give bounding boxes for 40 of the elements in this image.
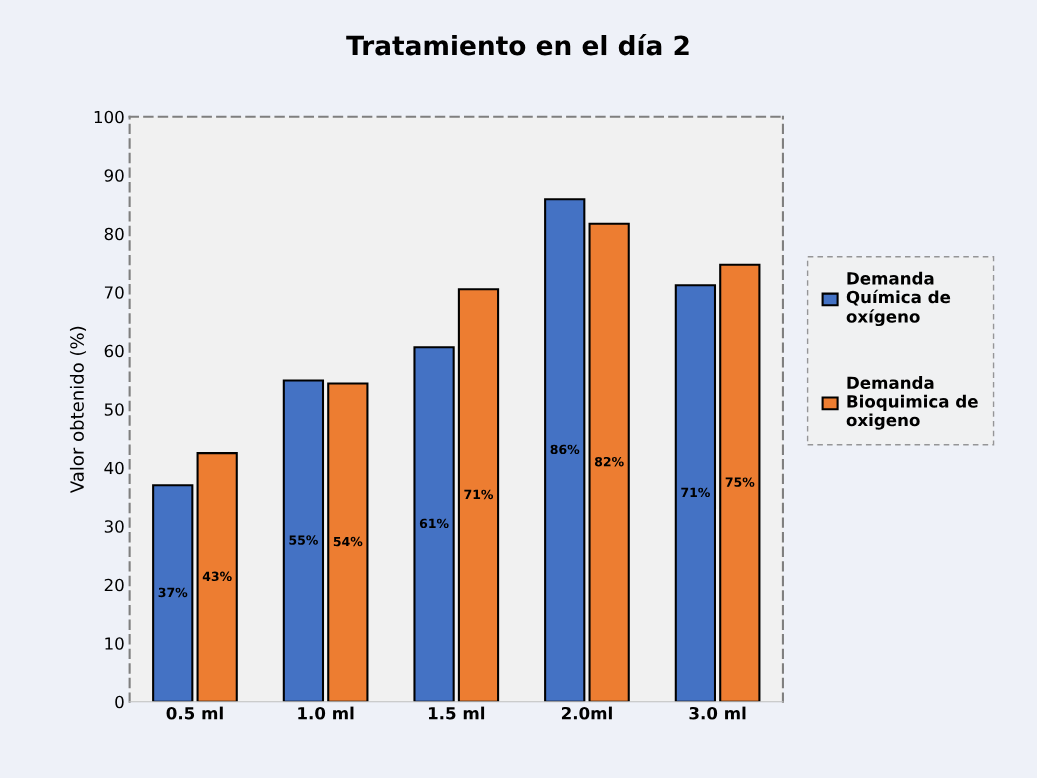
bar bbox=[282, 379, 325, 702]
y-tick-label: 80 bbox=[104, 227, 124, 241]
y-tick-label: 70 bbox=[104, 286, 124, 299]
bar bbox=[544, 198, 586, 702]
y-tick-label: 90 bbox=[104, 169, 124, 182]
x-tick-label: 0.5 ml bbox=[166, 706, 223, 720]
y-tick-label: 0 bbox=[115, 695, 124, 709]
data-label: 43% bbox=[202, 571, 232, 582]
y-tick-label: 40 bbox=[104, 461, 124, 475]
y-tick-label: 10 bbox=[105, 637, 124, 650]
data-label: 37% bbox=[158, 587, 188, 598]
x-tick-label: 3.0 ml bbox=[689, 706, 746, 720]
y-tick-label: 60 bbox=[104, 344, 124, 358]
x-tick-label: 1.5 ml bbox=[428, 706, 485, 720]
bar bbox=[674, 284, 717, 702]
y-axis-title: Valor obtenido (%) bbox=[69, 326, 87, 494]
data-label: 54% bbox=[333, 536, 363, 547]
x-tick-label: 2.0ml bbox=[561, 706, 612, 720]
data-label: 71% bbox=[681, 487, 710, 498]
bar bbox=[588, 222, 630, 702]
x-tick-label: 1.0 ml bbox=[298, 706, 354, 720]
data-label: 61% bbox=[419, 518, 449, 529]
bar bbox=[457, 288, 500, 702]
data-label: 86% bbox=[550, 444, 580, 455]
data-label: 82% bbox=[594, 456, 624, 467]
bar bbox=[327, 382, 369, 702]
bar bbox=[196, 452, 238, 702]
y-tick-label: 100 bbox=[94, 110, 124, 124]
data-label: 55% bbox=[289, 535, 318, 545]
y-tick-label: 50 bbox=[104, 403, 124, 416]
bar bbox=[152, 484, 194, 702]
data-label: 71% bbox=[464, 489, 494, 500]
chart-title: Tratamiento en el día 2 bbox=[346, 33, 689, 56]
bar bbox=[719, 263, 761, 702]
data-label: 75% bbox=[725, 477, 755, 487]
bar bbox=[413, 346, 455, 702]
y-tick-label: 20 bbox=[104, 578, 124, 592]
legend-label: Demanda Bioquimica de oxigeno bbox=[846, 376, 978, 430]
y-tick-label: 30 bbox=[104, 520, 124, 533]
legend-label: Demanda Química de oxígeno bbox=[846, 271, 951, 327]
